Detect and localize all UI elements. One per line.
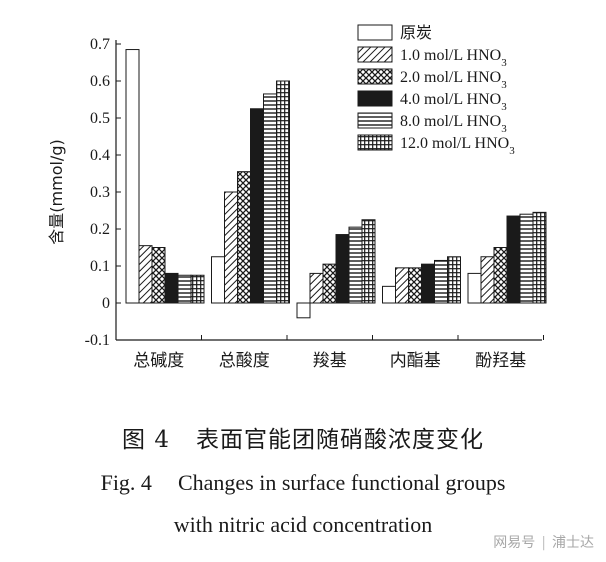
bar [250,108,264,304]
watermark: 网易号 | 浦士达 [493,532,594,552]
bar [237,171,251,304]
bar [467,272,482,304]
y-tick-label: 0.2 [90,221,110,238]
bar [532,211,547,304]
watermark-author: 浦士达 [552,535,594,551]
x-tick-label: 羧基 [313,351,347,371]
bar [348,226,363,304]
legend-label: 2.0 mol/L HNO3 [400,69,507,91]
bar [177,274,192,304]
y-tick-label: 0.7 [90,36,110,53]
bar [408,267,422,304]
bar [335,234,350,304]
caption-english-line-1: Fig. 4 Changes in surface functional grou… [0,470,606,496]
bar [480,256,495,304]
legend-swatch [357,24,393,41]
bar [263,93,277,304]
bar-chart: 总碱度 总酸度 羧基 内酯基 酚羟基 -0.1 0 0.1 0.2 0.3 0.4 0.5 0.6 0.7… [47,24,547,371]
x-tick-label: 总酸度 [219,351,270,371]
y-tick-label: 0.4 [90,147,110,164]
bar [395,267,409,304]
bar [276,80,290,304]
legend-label: 原炭 [400,24,432,42]
bar [421,263,435,304]
legend-label: 12.0 mol/L HNO3 [400,135,515,157]
bar [296,302,311,319]
y-tick-label: 0.3 [90,184,110,201]
bar [447,256,461,304]
bar [322,263,337,304]
bar [125,49,140,304]
caption-en-figure-number: Fig. 4 [100,470,152,495]
caption-cn-title: 表面官能团随硝酸浓度变化 [195,427,484,453]
y-tick-label: 0.6 [90,73,110,90]
legend-label: 4.0 mol/L HNO3 [400,91,507,113]
legend-label: 8.0 mol/L HNO3 [400,113,507,135]
y-axis-label: 含量(mmol/g) [47,139,66,244]
y-tick-label: 0.1 [90,258,110,275]
bar [190,274,205,304]
legend-swatch [357,90,393,107]
caption-english-line-2: with nitric acid concentration [0,512,606,538]
x-tick-label: 内酯基 [390,351,441,371]
legend-label: 1.0 mol/L HNO3 [400,47,507,69]
bar [164,272,179,304]
x-tick-label: 总碱度 [133,351,184,371]
caption-en-title-line-2: with nitric acid concentration [173,512,433,537]
y-tick-label: 0.5 [90,110,110,127]
x-tick-label: 酚羟基 [475,351,526,371]
bar [211,256,225,304]
bar [493,247,508,304]
bar [506,215,521,304]
bar [309,272,324,304]
legend-swatch [357,112,393,129]
bar [519,213,534,304]
legend-swatch [357,68,393,85]
legend-swatch [357,46,393,63]
bar [361,219,376,304]
y-tick-label: 0 [102,295,110,312]
bar [434,259,448,304]
caption-en-title-line-1: Changes in surface functional groups [177,470,506,495]
caption-chinese: 图 4 表面官能团随硝酸浓度变化 [0,420,606,454]
legend-swatch [357,134,393,151]
bar [151,247,166,304]
watermark-separator: | [541,535,546,551]
y-tick-label: -0.1 [85,332,110,349]
bar [224,191,238,304]
watermark-source: 网易号 [493,535,536,551]
caption-cn-figure-number: 图 4 [122,427,170,453]
bar [138,245,153,304]
bar [382,285,396,304]
